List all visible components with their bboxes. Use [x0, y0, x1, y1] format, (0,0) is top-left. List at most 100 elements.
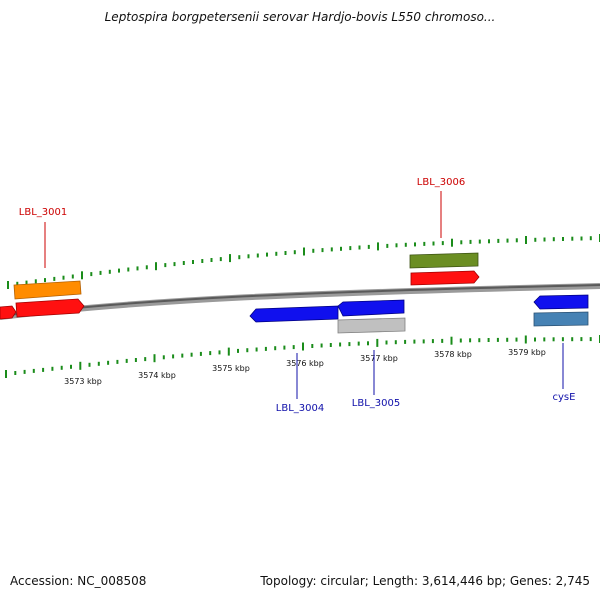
lower-tick-mark — [144, 357, 147, 362]
upper-tick-mark — [34, 279, 37, 284]
lower-tick-mark — [329, 343, 332, 347]
upper-tick-mark — [303, 247, 305, 256]
lower-tick-mark — [190, 352, 193, 357]
upper-tick-mark — [525, 236, 527, 244]
lower-tick-mark — [153, 354, 156, 363]
upper-tick-mark — [62, 275, 65, 280]
upper-tick-mark — [25, 280, 28, 285]
upper-tick-mark — [330, 247, 333, 252]
upper-tick-mark — [552, 237, 555, 242]
lower-tick-mark — [450, 336, 453, 345]
gene-label-lbl-3001[interactable]: LBL_3001 — [19, 207, 67, 218]
lower-tick-mark — [42, 367, 45, 372]
lower-tick-mark — [459, 338, 462, 343]
gene-feature-lbl-3004[interactable] — [249, 305, 339, 323]
lower-tick-mark — [311, 344, 314, 348]
gene-feature-lbl-3006[interactable] — [410, 270, 480, 286]
lower-tick-mark — [394, 340, 397, 345]
axis-label-3575: 3575 kbp — [212, 364, 250, 373]
gene-feature-olive[interactable] — [409, 252, 479, 269]
upper-tick-mark — [488, 239, 490, 244]
upper-tick-mark — [293, 250, 296, 255]
lower-tick-mark — [524, 335, 527, 344]
lower-tick-mark — [237, 348, 239, 353]
upper-tick-mark — [44, 278, 46, 283]
axis-label-3576: 3576 kbp — [286, 359, 324, 368]
gene-feature-gray[interactable] — [337, 317, 406, 334]
upper-tick-mark — [53, 276, 56, 281]
lower-tick-mark — [404, 339, 407, 344]
upper-tick-mark — [404, 242, 407, 247]
gene-label-lbl-3006[interactable]: LBL_3006 — [417, 177, 465, 188]
lower-tick-mark — [255, 347, 258, 352]
lower-tick-mark — [367, 341, 369, 346]
upper-tick-mark — [423, 241, 426, 246]
lower-tick-mark — [348, 342, 351, 347]
lower-tick-mark — [302, 342, 304, 351]
lower-tick-mark — [264, 346, 267, 351]
axis-label-3577: 3577 kbp — [360, 354, 398, 363]
upper-tick-mark — [562, 237, 564, 241]
lower-tick-mark — [561, 337, 564, 342]
upper-tick-mark — [118, 268, 120, 273]
lower-tick-mark — [515, 337, 518, 342]
gene-feature-steel[interactable] — [533, 311, 589, 327]
gene-feature-red-edge[interactable] — [0, 305, 17, 320]
gene-label-lbl-3004[interactable]: LBL_3004 — [276, 403, 324, 414]
upper-tick-mark — [7, 281, 9, 289]
upper-tick-mark — [238, 255, 241, 260]
lower-tick-mark — [385, 340, 388, 345]
upper-tick-mark — [284, 251, 287, 255]
lower-tick-mark — [376, 338, 379, 347]
lower-tick-mark — [543, 337, 546, 342]
genome-summary: Topology: circular; Length: 3,614,446 bp… — [260, 574, 590, 588]
upper-tick-mark — [256, 253, 259, 258]
upper-tick-mark — [201, 259, 204, 263]
lower-tick-mark — [357, 341, 360, 346]
upper-tick-mark — [136, 266, 139, 271]
upper-tick-mark — [543, 237, 546, 242]
gene-label-lbl-3005[interactable]: LBL_3005 — [352, 398, 400, 409]
gene-label-cyse[interactable]: cysE — [553, 392, 576, 403]
lower-tick-mark — [431, 339, 434, 344]
upper-tick-mark — [358, 245, 361, 250]
gene-feature-orange[interactable] — [13, 280, 82, 300]
lower-tick-mark — [79, 361, 82, 370]
lower-tick-mark — [339, 342, 342, 347]
accession-label: Accession: NC_008508 — [10, 574, 147, 588]
upper-tick-mark — [155, 262, 157, 271]
lower-tick-mark — [227, 347, 230, 356]
lower-tick-mark — [413, 339, 416, 344]
upper-tick-mark — [497, 238, 500, 243]
lower-tick-mark — [580, 337, 583, 342]
upper-tick-row — [7, 234, 600, 289]
upper-tick-mark — [164, 263, 167, 268]
upper-tick-mark — [589, 236, 592, 241]
lower-tick-mark — [125, 358, 128, 363]
lower-tick-mark — [88, 362, 91, 367]
axis-label-3578: 3578 kbp — [434, 350, 472, 359]
lower-tick-mark — [274, 346, 277, 351]
lower-tick-mark — [589, 337, 592, 342]
upper-tick-mark — [266, 252, 268, 257]
lower-tick-mark — [70, 364, 72, 369]
gene-feature-lbl-3005[interactable] — [337, 299, 405, 317]
lower-tick-mark — [441, 338, 444, 343]
lower-tick-mark — [23, 369, 26, 374]
upper-tick-mark — [478, 239, 481, 244]
axis-label-3579: 3579 kbp — [508, 348, 546, 357]
upper-tick-mark — [321, 248, 324, 253]
upper-tick-mark — [515, 238, 518, 243]
lower-tick-mark — [32, 368, 35, 373]
axis-label-3574: 3574 kbp — [138, 371, 176, 380]
upper-tick-mark — [182, 261, 185, 265]
upper-tick-mark — [229, 254, 231, 263]
gene-feature-cyse[interactable] — [533, 294, 589, 310]
lower-tick-mark — [283, 345, 286, 350]
gene-feature-lbl-3001[interactable] — [15, 298, 85, 318]
lower-tick-row — [5, 335, 600, 378]
lower-tick-mark — [534, 337, 536, 342]
upper-tick-mark — [312, 248, 315, 253]
